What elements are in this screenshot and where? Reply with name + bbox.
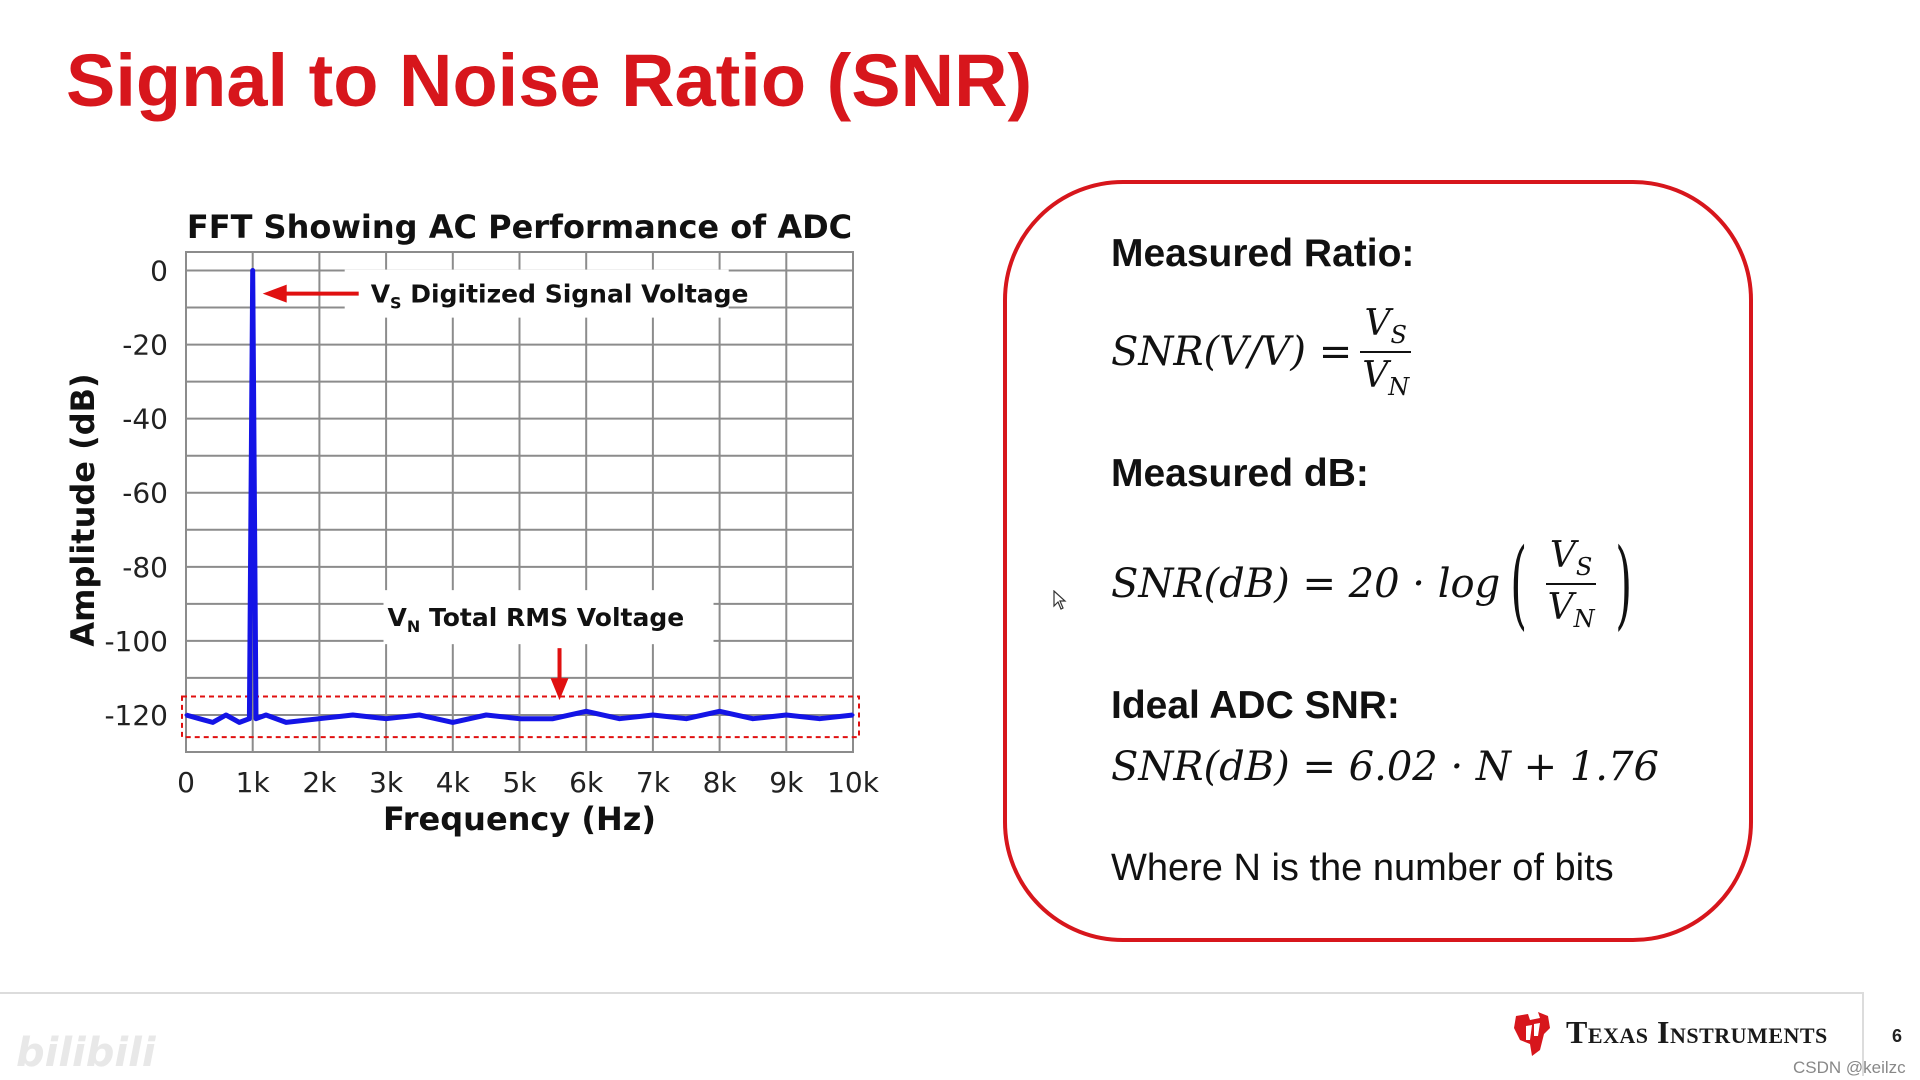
fft-data-point [718,709,722,713]
y-tick-label: -120 [104,699,168,732]
right-paren: ) [1614,528,1632,640]
vs-sub: S [1390,321,1407,349]
fft-data-point [551,717,555,721]
fft-data-point [584,709,588,713]
y-tick-label: -40 [122,403,168,436]
chart-title: FFT Showing AC Performance of ADC [187,208,852,246]
x-tick-label: 6k [569,766,604,799]
fft-data-point [818,717,822,721]
fft-data-point [211,720,215,724]
page-number: 6 [1892,1026,1903,1046]
y-tick-label: 0 [150,255,168,288]
db-lhs: SNR(dB) = 20 · log [1111,561,1501,607]
x-tick-label: 2k [302,766,337,799]
mouse-pointer-icon [1053,590,1067,610]
formula-box: Measured Ratio: SNR(V/V) = VS VN Measure… [1003,180,1753,942]
signal-label-bg [344,269,729,318]
slide-title: Signal to Noise Ratio (SNR) [66,39,1033,122]
noise-band-box [181,695,860,739]
signal-annotation-label: VS Digitized Signal Voltage [371,280,749,313]
fft-data-point [224,713,228,717]
ratio-formula: SNR(V/V) = VS VN [1111,302,1419,402]
x-tick-label: 10k [827,766,880,799]
y-tick-label: -20 [122,329,168,362]
fft-data-point [751,717,755,721]
x-tick-label: 7k [636,766,671,799]
fft-data-point [264,713,268,717]
vn-main: V [1362,355,1389,396]
ti-logo-icon [1514,1012,1550,1056]
footer-bar [0,992,1864,1076]
noise-annotation-label: VN Total RMS Voltage [388,603,685,636]
db-fraction: VS VN [1544,535,1599,633]
measured-ratio-heading: Measured Ratio: [1111,232,1415,275]
vs-over-vn-fraction: VS VN [1358,303,1413,401]
x-tick-label: 5k [502,766,537,799]
fft-data-point [351,713,355,717]
fft-data-point [518,717,521,721]
vn-sub: N [1388,373,1410,402]
bits-note: Where N is the number of bits [1111,847,1614,889]
fft-data-point [317,717,321,721]
fft-data-point [184,713,188,717]
measured-db-heading: Measured dB: [1111,452,1369,495]
fft-data-point [784,713,788,717]
fft-data-point [254,717,258,721]
fft-data-point [484,713,488,717]
y-tick-label: -100 [104,625,168,658]
ideal-formula: SNR(dB) = 6.02 · N + 1.76 [1111,744,1659,790]
x-tick-label: 4k [436,766,471,799]
x-axis-label: Frequency (Hz) [383,800,656,838]
signal-arrow-head [262,284,287,303]
db-vn-main: V [1547,587,1574,628]
y-tick-label: -60 [122,477,168,510]
fft-data-point [197,717,201,721]
noise-arrow-head [550,678,569,701]
y-tick-label: -80 [122,551,168,584]
db-vs-main: V [1549,534,1576,576]
ratio-lhs: SNR(V/V) = [1111,329,1353,375]
fft-data-point [284,720,288,724]
fft-data-point [251,269,255,273]
noise-label-bg [383,590,714,645]
x-tick-label: 8k [703,766,738,799]
fft-data-point [451,720,455,724]
x-tick-label: 1k [236,766,271,799]
x-tick-label: 3k [369,766,404,799]
y-axis-label: Amplitude (dB) [64,373,102,646]
db-formula: SNR(dB) = 20 · log ( VS VN ) [1111,524,1642,644]
fft-chart: FFT Showing AC Performance of ADC 0 1k 2k 3… [64,208,880,838]
fft-data-point [247,717,251,721]
db-vn-sub: N [1573,605,1595,634]
left-paren: ( [1510,528,1528,640]
x-tick-label: 9k [769,766,804,799]
fft-data-point [851,713,855,717]
video-watermark: bilibili [16,1030,156,1076]
x-tick-label: 0 [177,766,195,799]
fft-data-point [384,717,388,721]
company-name: Texas Instruments [1566,1014,1828,1050]
vs-main: V [1364,302,1391,344]
fft-data-point [417,713,421,717]
fft-data-point [684,717,688,721]
csdn-watermark: CSDN @keilzc [1793,1058,1906,1077]
fft-data-point [618,717,622,721]
fft-data-point [237,720,241,724]
ideal-adc-heading: Ideal ADC SNR: [1111,684,1400,727]
fft-data-point [651,713,655,717]
db-vs-sub: S [1575,553,1593,581]
